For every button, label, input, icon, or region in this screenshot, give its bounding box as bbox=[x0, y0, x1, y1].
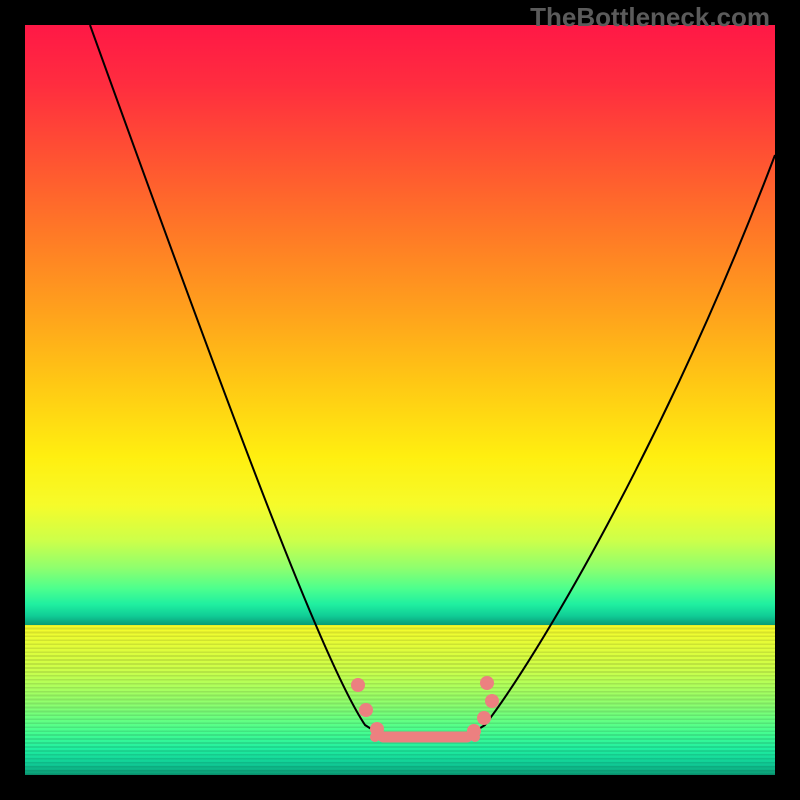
v-curve bbox=[90, 25, 775, 737]
marker-dot bbox=[351, 678, 365, 692]
marker-dot bbox=[480, 676, 494, 690]
curve-layer bbox=[25, 25, 775, 775]
marker-dot bbox=[359, 703, 373, 717]
plot-area bbox=[25, 25, 775, 775]
marker-dot bbox=[485, 694, 499, 708]
marker-dot bbox=[477, 711, 491, 725]
watermark-text: TheBottleneck.com bbox=[530, 2, 770, 33]
